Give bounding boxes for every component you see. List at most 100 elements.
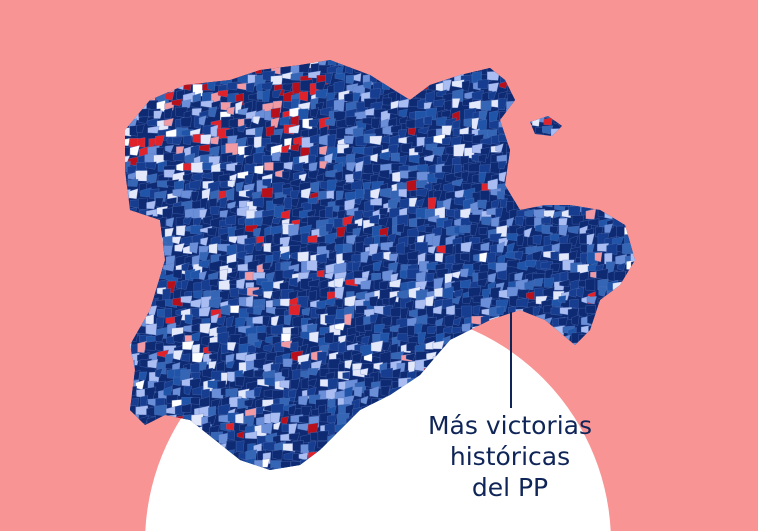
municipality-cell [579,142,590,154]
municipality-cell [344,313,353,326]
municipality-cell [621,152,631,163]
municipality-cell [155,71,168,82]
municipality-cell [247,345,257,353]
municipality-cell [225,63,236,74]
municipality-cell [369,313,379,324]
municipality-cell [136,461,146,470]
municipality-cell [365,107,375,116]
municipality-cell [497,61,510,71]
municipality-cell [604,73,613,87]
municipality-cell [552,154,561,165]
municipality-cell [625,289,635,300]
municipality-cell [477,199,487,210]
municipality-cell [516,124,526,137]
municipality-cell [515,216,524,227]
municipality-cell [635,300,644,309]
municipality-cell [183,135,193,145]
municipality-cell [262,89,271,102]
municipality-cell [199,110,209,119]
municipality-cell [625,380,635,389]
municipality-cell [310,431,320,442]
municipality-cell [281,71,293,80]
municipality-cell [256,416,265,426]
municipality-cell [147,359,159,369]
municipality-cell [626,277,635,288]
municipality-cell [542,125,554,135]
municipality-cell [543,358,552,372]
municipality-cell [360,60,370,67]
municipality-cell [219,209,229,218]
municipality-cell [524,143,537,152]
municipality-cell [514,250,524,260]
municipality-cell [135,80,146,89]
municipality-cell [317,430,329,441]
municipality-cell [360,279,372,290]
municipality-cell [172,188,184,198]
municipality-cell [144,260,154,273]
municipality-cell [498,134,511,142]
municipality-cell [360,250,370,263]
municipality-cell [389,324,401,333]
municipality-cell [614,89,624,103]
municipality-cell [541,100,554,111]
municipality-cell [272,298,282,307]
municipality-cell [434,252,444,263]
municipality-cell [617,79,629,92]
municipality-cell [624,387,635,398]
municipality-cell [237,73,250,84]
municipality-cell [616,289,627,302]
municipality-cell [506,152,515,165]
municipality-cell [508,66,519,76]
municipality-cell [319,160,328,170]
municipality-cell [514,106,525,118]
municipality-cell [623,100,635,112]
municipality-cell [147,65,158,74]
municipality-cell [125,101,130,111]
municipality-cell [441,136,452,146]
municipality-cell [125,334,127,347]
municipality-cell [388,198,399,209]
municipality-cell [183,82,192,91]
municipality-cell [182,340,195,350]
municipality-cell [452,178,464,187]
municipality-cell [192,60,202,62]
municipality-cell [181,278,190,290]
municipality-cell [550,362,562,372]
municipality-cell [615,254,627,265]
municipality-cell [256,405,265,415]
municipality-cell [604,386,614,395]
municipality-cell [543,196,554,208]
municipality-cell [409,73,420,84]
municipality-cell [407,325,417,337]
municipality-cell [553,145,566,158]
municipality-cell [533,60,546,66]
municipality-cell [499,80,509,89]
municipality-cell [130,72,144,85]
municipality-cell [543,210,555,219]
municipality-cell [145,214,154,225]
municipality-cell [396,333,408,342]
municipality-cell [598,171,609,183]
municipality-cell [631,412,635,423]
municipality-cell [516,233,525,246]
municipality-cell [246,82,256,93]
municipality-cell [553,372,565,385]
municipality-cell [362,163,374,175]
municipality-cell [271,151,281,162]
municipality-cell [370,153,379,163]
municipality-cell [613,107,625,118]
municipality-cell [280,152,291,164]
municipality-cell [478,153,487,163]
municipality-cell [125,196,128,206]
municipality-cell [569,164,580,177]
municipality-cell [635,138,645,146]
municipality-cell [594,252,603,263]
municipality-cell [434,171,445,180]
municipality-cell [626,395,635,405]
municipality-cell [624,128,635,141]
municipality-cell [324,314,337,325]
municipality-cell [125,439,131,450]
municipality-cell [325,72,334,85]
municipality-cell [607,108,617,121]
municipality-cell [138,197,148,211]
